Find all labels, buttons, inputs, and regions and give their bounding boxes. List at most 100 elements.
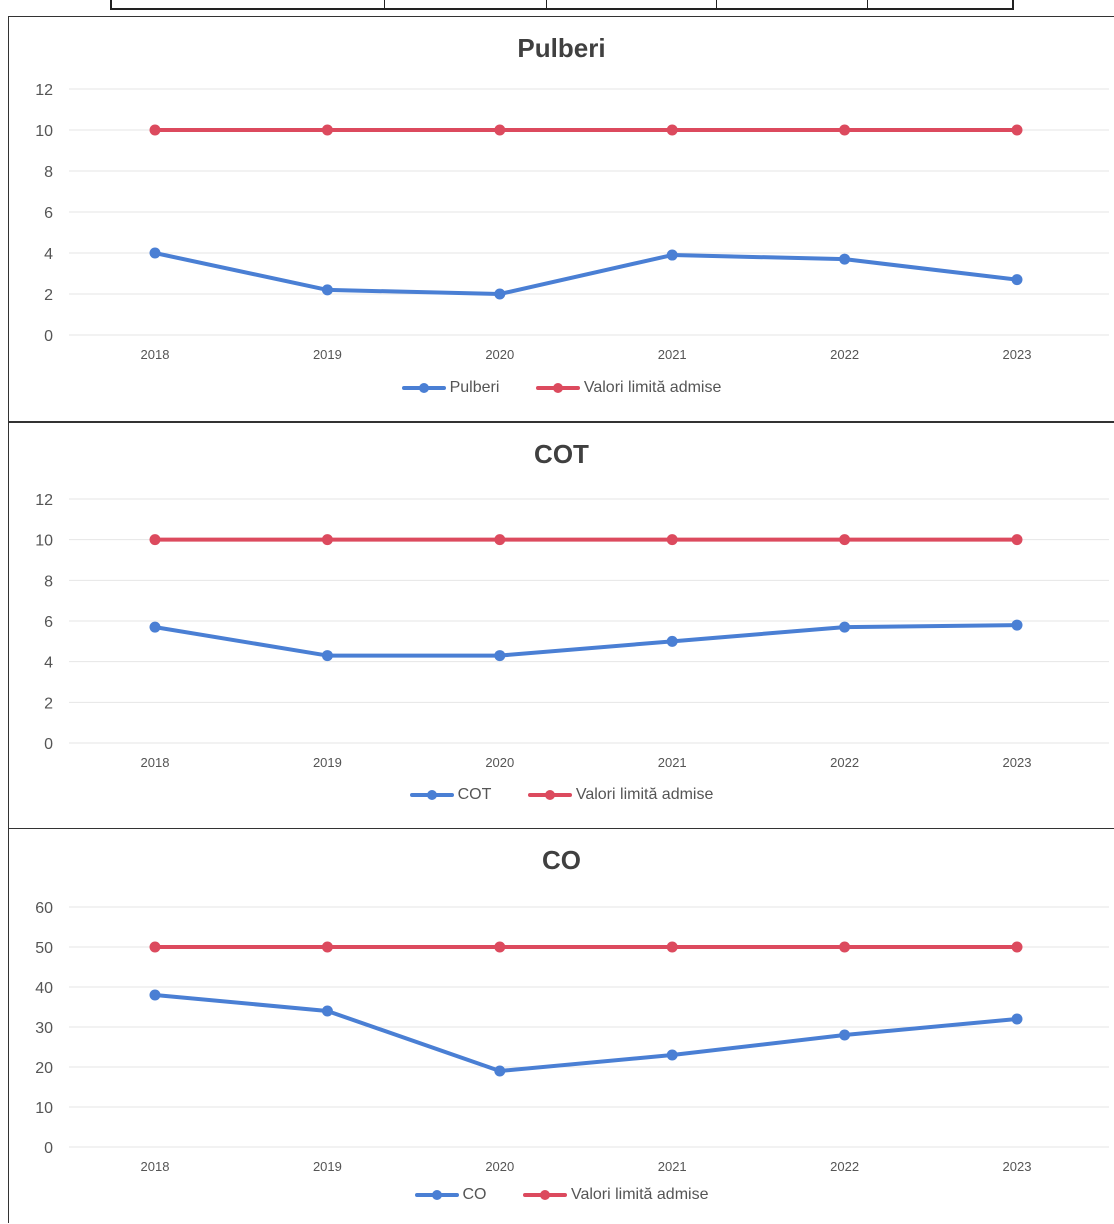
data-point: [1011, 619, 1023, 631]
data-point: [1011, 274, 1023, 286]
data-point: [666, 249, 678, 261]
data-point: [666, 124, 678, 136]
x-tick-label: 2023: [1003, 755, 1032, 770]
data-point: [149, 621, 161, 633]
x-tick-label: 2020: [485, 1159, 514, 1174]
table-column-divider: [546, 0, 547, 8]
x-tick-label: 2022: [830, 1159, 859, 1174]
legend-item-limit: Valori limită admise: [527, 786, 714, 804]
data-point: [666, 635, 678, 647]
x-tick-label: 2019: [313, 347, 342, 362]
x-tick-label: 2020: [485, 347, 514, 362]
table-column-divider: [716, 0, 717, 8]
legend-label: Pulberi: [449, 379, 500, 396]
legend-item-measured: COT: [409, 786, 492, 804]
legend-item-limit: Valori limită admise: [535, 379, 722, 397]
chart-title: CO: [542, 845, 581, 875]
chart-plot-area: 0 2 4 6 8 10 12 2018 2019 2020 2021 2022 2023: [35, 492, 1109, 770]
y-tick-label: 30: [35, 1020, 53, 1037]
legend-swatch-limit: [527, 790, 572, 800]
y-tick-label: 2: [44, 695, 53, 712]
legend-label: CO: [462, 1186, 487, 1203]
y-tick-label: 4: [44, 246, 53, 263]
data-point: [149, 941, 161, 953]
data-point: [321, 650, 333, 662]
y-tick-label: 0: [44, 1140, 53, 1157]
x-tick-label: 2023: [1003, 1159, 1032, 1174]
legend-label: Valori limită admise: [570, 1186, 709, 1203]
data-point: [494, 534, 506, 546]
y-tick-label: 12: [35, 492, 53, 509]
table-column-divider: [867, 0, 868, 8]
y-tick-label: 10: [35, 1100, 53, 1117]
data-point: [494, 650, 506, 662]
y-tick-label: 6: [44, 614, 53, 631]
chart-legend: CO Valori limită admise: [9, 1184, 1114, 1204]
y-tick-label: 8: [44, 573, 53, 590]
data-point: [839, 253, 851, 265]
y-tick-label: 20: [35, 1060, 53, 1077]
data-point: [321, 1005, 333, 1017]
data-point: [149, 534, 161, 546]
x-tick-label: 2018: [141, 755, 170, 770]
data-point: [321, 534, 333, 546]
data-point: [1011, 124, 1023, 136]
legend-item-limit: Valori limită admise: [522, 1186, 709, 1204]
data-point: [321, 124, 333, 136]
x-tick-label: 2019: [313, 755, 342, 770]
x-tick-label: 2018: [141, 347, 170, 362]
series-line: [153, 993, 1019, 1073]
legend-swatch-measured: [409, 790, 454, 800]
legend-label: COT: [457, 786, 492, 803]
y-tick-label: 10: [35, 533, 53, 550]
series-line: [153, 623, 1019, 658]
legend-item-measured: Pulberi: [401, 379, 500, 397]
chart-plot-area: 0 2 4 6 8 10 12 2018 2019 2020 2021 2022 2023: [35, 82, 1109, 362]
chart-title: Pulberi: [517, 33, 606, 63]
y-tick-label: 0: [44, 736, 53, 753]
chart-legend: Pulberi Valori limită admise: [9, 377, 1114, 397]
x-tick-label: 2022: [830, 347, 859, 362]
data-point: [1011, 534, 1023, 546]
legend-item-measured: CO: [414, 1186, 487, 1204]
chart-panel-pulberi: Pulberi 0 2 4 6 8 10 12 2018 2019 2020 2021 2022 202…: [8, 16, 1114, 422]
y-tick-label: 12: [35, 82, 53, 99]
x-tick-label: 2018: [141, 1159, 170, 1174]
data-point: [839, 124, 851, 136]
data-point: [666, 941, 678, 953]
chart-panel-cot: COT 0 2 4 6 8 10 12 2018 2019 2020 2021 2022 2023 CO…: [8, 422, 1114, 830]
legend-label: Valori limită admise: [575, 786, 714, 803]
x-tick-label: 2019: [313, 1159, 342, 1174]
legend-swatch-measured: [401, 383, 446, 393]
x-tick-label: 2020: [485, 755, 514, 770]
data-point: [839, 1029, 851, 1041]
data-point: [494, 1065, 506, 1077]
y-tick-label: 2: [44, 287, 53, 304]
chart-panel-co: CO 0 10 20 30 40 50 60 2018 2019 2020 2021 2022 2023…: [8, 828, 1114, 1223]
data-point: [1011, 1013, 1023, 1025]
x-tick-label: 2021: [658, 755, 687, 770]
series-line: [153, 251, 1019, 296]
y-tick-label: 60: [35, 900, 53, 917]
y-tick-label: 10: [35, 123, 53, 140]
data-point: [149, 989, 161, 1001]
legend-swatch-limit: [522, 1190, 567, 1200]
chart-title: COT: [534, 439, 589, 469]
y-tick-label: 40: [35, 980, 53, 997]
legend-swatch-limit: [535, 383, 580, 393]
x-tick-label: 2022: [830, 755, 859, 770]
data-point: [149, 124, 161, 136]
data-point: [666, 534, 678, 546]
data-point: [494, 941, 506, 953]
data-point: [666, 1049, 678, 1061]
data-point: [839, 941, 851, 953]
table-bottom-edge: [110, 0, 1014, 10]
x-tick-label: 2021: [658, 1159, 687, 1174]
y-tick-label: 50: [35, 940, 53, 957]
x-tick-label: 2023: [1003, 347, 1032, 362]
y-tick-label: 0: [44, 328, 53, 345]
data-point: [321, 284, 333, 296]
table-column-divider: [384, 0, 385, 8]
data-point: [494, 124, 506, 136]
legend-label: Valori limită admise: [583, 379, 722, 396]
